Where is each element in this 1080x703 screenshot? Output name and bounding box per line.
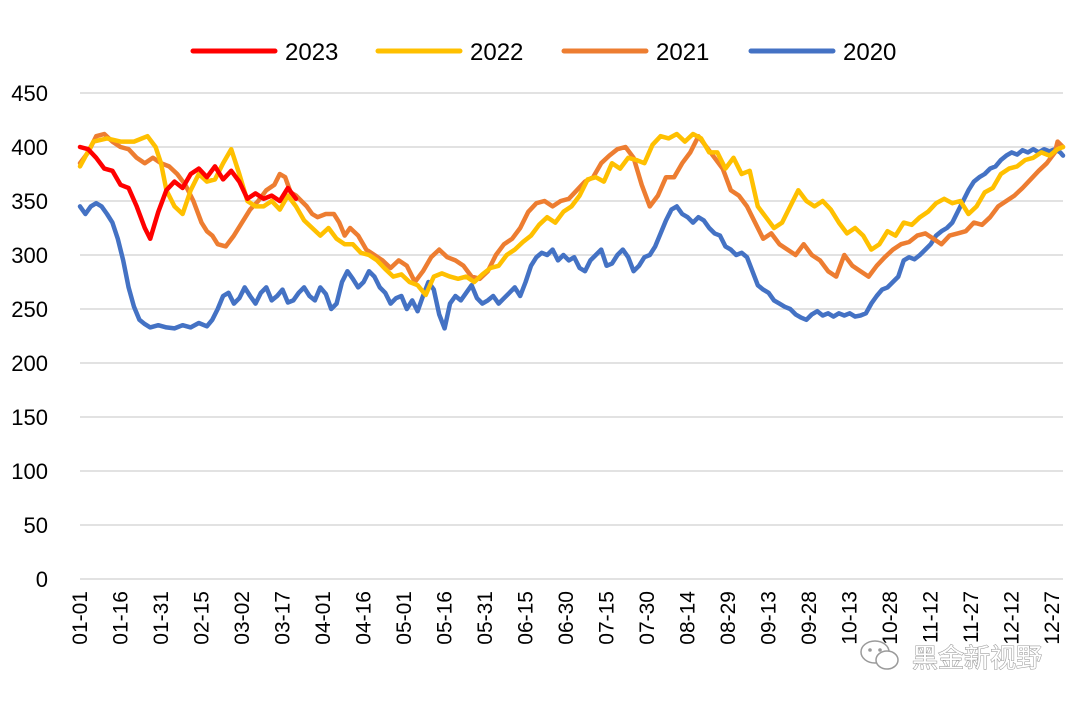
gridlines: [80, 92, 1063, 580]
legend: 2023 2022 2021 2020: [190, 39, 896, 66]
y-tick-label: 0: [36, 567, 48, 592]
x-tick-label: 07-30: [636, 591, 659, 645]
series-line-2020: [77, 146, 1066, 331]
series-line-2022: [77, 131, 1066, 298]
series-line-2023: [77, 144, 299, 242]
wechat-icon: [860, 640, 899, 670]
legend-label-2023: 2023: [285, 39, 338, 66]
series-lines: [77, 131, 1066, 331]
x-tick-label: 06-15: [515, 591, 538, 645]
y-axis: 0 50 100 150 200 250 300 350 400 450: [11, 81, 48, 592]
y-tick-label: 250: [11, 297, 48, 322]
series-line-2021: [77, 131, 1066, 285]
x-tick-label: 05-01: [393, 591, 416, 645]
watermark-text: 黑金新视野: [912, 643, 1042, 673]
x-tick-label: 02-15: [191, 591, 214, 645]
y-tick-label: 100: [11, 459, 48, 484]
x-tick-label: 09-13: [758, 591, 781, 645]
x-tick-label: 08-29: [717, 591, 740, 645]
x-tick-label: 05-31: [474, 591, 497, 645]
x-tick-label: 11-27: [960, 591, 983, 643]
x-tick-label: 03-17: [272, 591, 295, 645]
y-tick-label: 450: [11, 81, 48, 106]
y-tick-label: 50: [24, 513, 48, 538]
x-tick-label: 09-28: [798, 591, 821, 645]
x-tick-label: 10-28: [879, 591, 902, 645]
x-tick-label: 04-01: [312, 591, 335, 645]
x-tick-label: 01-16: [110, 591, 133, 645]
x-tick-label: 01-31: [150, 591, 173, 645]
x-axis: 01-01 01-16 01-31 02-15 03-02 03-17 04-01 04-16…: [69, 591, 1064, 645]
x-tick-label: 05-16: [434, 591, 457, 645]
legend-label-2021: 2021: [656, 39, 709, 66]
legend-label-2020: 2020: [843, 39, 896, 66]
x-tick-label: 01-01: [69, 591, 92, 645]
y-tick-label: 200: [11, 351, 48, 376]
legend-label-2022: 2022: [470, 39, 523, 66]
x-tick-label: 08-14: [677, 591, 700, 645]
x-tick-label: 06-30: [555, 591, 578, 645]
x-tick-label: 10-13: [839, 591, 862, 645]
y-tick-label: 150: [11, 405, 48, 430]
y-tick-label: 350: [11, 189, 48, 214]
watermark: 黑金新视野: [860, 640, 1043, 674]
x-tick-label: 11-12: [920, 591, 943, 643]
y-tick-label: 300: [11, 243, 48, 268]
x-tick-label: 12-12: [1001, 591, 1024, 645]
y-tick-label: 400: [11, 135, 48, 160]
x-tick-label: 07-15: [596, 591, 619, 645]
x-tick-label: 12-27: [1041, 591, 1064, 645]
x-tick-label: 04-16: [353, 591, 376, 645]
x-tick-label: 03-02: [231, 591, 254, 645]
